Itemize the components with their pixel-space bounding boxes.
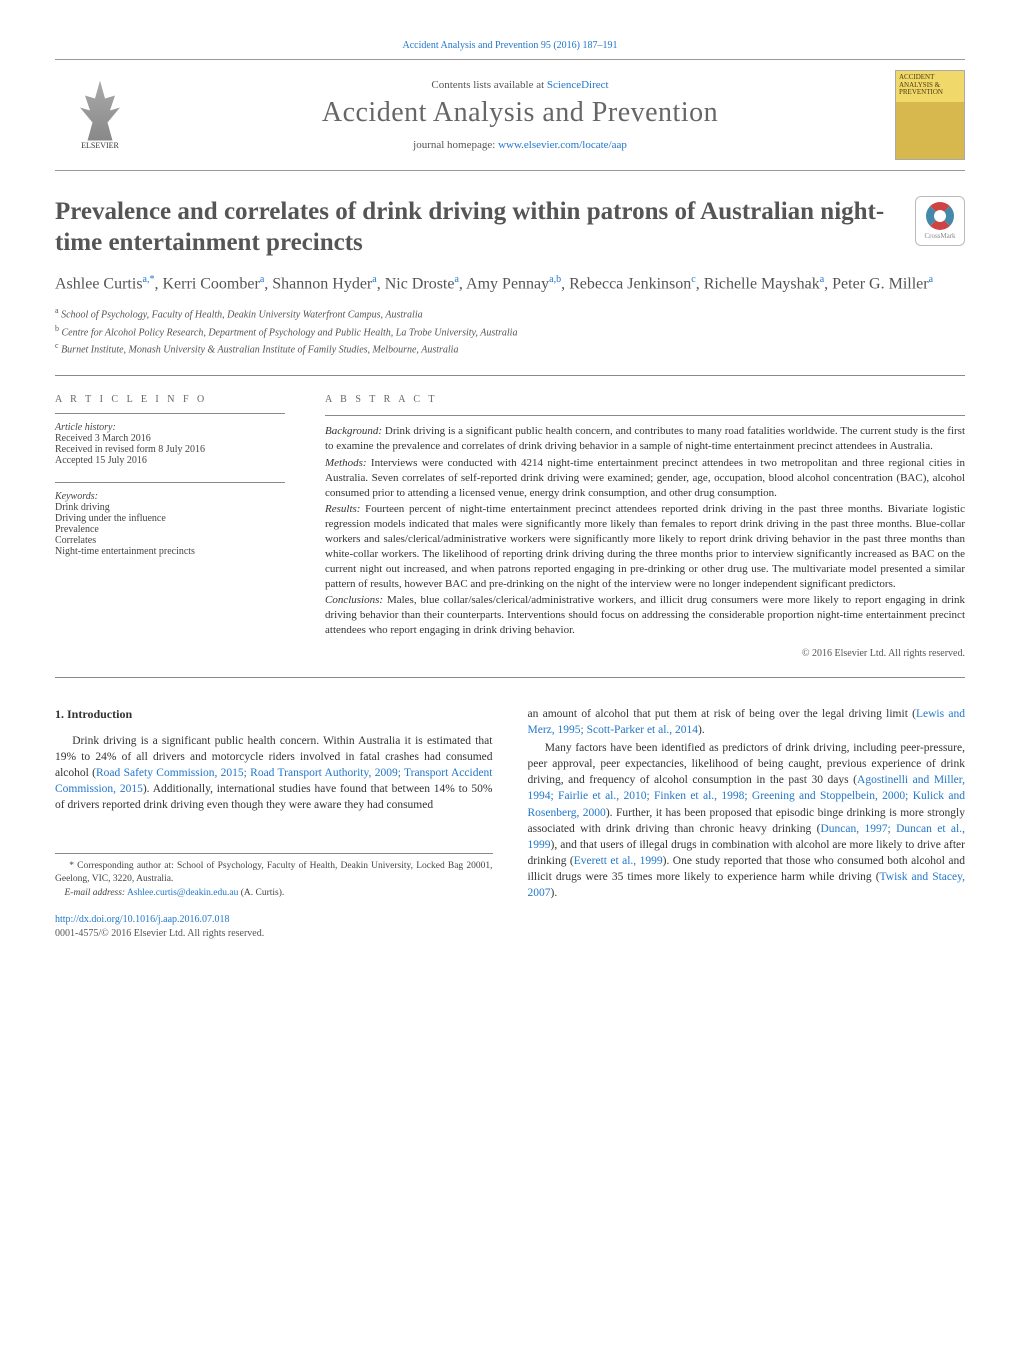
affiliation: a School of Psychology, Faculty of Healt… [55,305,965,322]
keyword: Night-time entertainment precincts [55,546,285,557]
divider [55,413,285,414]
article-head: Prevalence and correlates of drink drivi… [55,196,965,259]
elsevier-tree-icon [75,81,125,141]
body-paragraph: Drink driving is a significant public he… [55,733,493,813]
homepage-prefix: journal homepage: [413,139,498,151]
journal-homepage-line: journal homepage: www.elsevier.com/locat… [165,139,875,151]
keyword: Driving under the influence [55,513,285,524]
right-column: an amount of alcohol that put them at ri… [528,706,966,941]
affil-text: School of Psychology, Faculty of Health,… [61,310,423,321]
abstract-text: Males, blue collar/sales/clerical/admini… [325,594,965,636]
footnotes: * Corresponding author at: School of Psy… [55,853,493,899]
history-item: Received in revised form 8 July 2016 [55,444,285,455]
keyword: Drink driving [55,502,285,513]
affiliation: b Centre for Alcohol Policy Research, De… [55,323,965,340]
abstract-text: Fourteen percent of night-time entertain… [325,503,965,589]
abstract-heading: A B S T R A C T [325,394,965,405]
keywords-block: Keywords: Drink driving Driving under th… [55,491,285,557]
publisher-logo: ELSEVIER [55,70,145,160]
divider [55,677,965,678]
history-block: Article history: Received 3 March 2016 R… [55,422,285,466]
affil-sup: a [55,306,59,315]
author-list: Ashlee Curtisa,*, Kerri Coombera, Shanno… [55,273,965,296]
divider [55,375,965,376]
email-footnote: E-mail address: Ashlee.curtis@deakin.edu… [55,887,493,899]
journal-homepage-link[interactable]: www.elsevier.com/locate/aap [498,139,627,151]
affil-sup: c [55,341,59,350]
abstract-label: Background: [325,425,382,437]
doi-line: http://dx.doi.org/10.1016/j.aap.2016.07.… [55,913,493,927]
crossmark-icon [926,202,954,230]
section-title: Introduction [67,707,132,721]
keyword: Correlates [55,535,285,546]
history-item: Accepted 15 July 2016 [55,455,285,466]
journal-header: ELSEVIER Contents lists available at Sci… [55,59,965,171]
abstract-segment: Background: Drink driving is a significa… [325,424,965,454]
issn-line: 0001-4575/© 2016 Elsevier Ltd. All right… [55,927,493,941]
header-center: Contents lists available at ScienceDirec… [165,79,875,151]
abstract-segment: Methods: Interviews were conducted with … [325,456,965,501]
affil-text: Centre for Alcohol Policy Research, Depa… [62,327,518,338]
email-link[interactable]: Ashlee.curtis@deakin.edu.au [127,888,238,898]
running-head: Accident Analysis and Prevention 95 (201… [55,40,965,51]
abstract-text: Interviews were conducted with 4214 nigh… [325,457,965,499]
article-info-heading: A R T I C L E I N F O [55,394,285,405]
journal-title: Accident Analysis and Prevention [165,97,875,129]
body-columns: 1. Introduction Drink driving is a signi… [55,706,965,941]
abstract-segment: Conclusions: Males, blue collar/sales/cl… [325,593,965,638]
corresponding-footnote: * Corresponding author at: School of Psy… [55,860,493,885]
email-label: E-mail address: [65,888,126,898]
page: Accident Analysis and Prevention 95 (201… [0,0,1020,971]
affiliations: a School of Psychology, Faculty of Healt… [55,305,965,357]
body-paragraph: Many factors have been identified as pre… [528,740,966,901]
abstract-label: Methods: [325,457,367,469]
email-who: (A. Curtis). [241,888,285,898]
journal-cover-thumb: ACCIDENT ANALYSIS & PREVENTION [895,70,965,160]
abstract-segment: Results: Fourteen percent of night-time … [325,502,965,591]
section-heading: 1. Introduction [55,706,493,723]
meta-row: A R T I C L E I N F O Article history: R… [55,394,965,659]
abstract-copyright: © 2016 Elsevier Ltd. All rights reserved… [325,648,965,659]
divider [325,415,965,416]
affil-text: Burnet Institute, Monash University & Au… [61,344,458,355]
crossmark-badge[interactable]: CrossMark [915,196,965,246]
crossmark-label: CrossMark [924,232,955,240]
contents-line: Contents lists available at ScienceDirec… [165,79,875,91]
affil-sup: b [55,324,59,333]
article-title: Prevalence and correlates of drink drivi… [55,196,895,259]
publisher-name: ELSEVIER [81,141,119,150]
body-paragraph: an amount of alcohol that put them at ri… [528,706,966,738]
keywords-label: Keywords: [55,491,285,502]
abstract: A B S T R A C T Background: Drink drivin… [325,394,965,659]
abstract-label: Conclusions: [325,594,383,606]
sciencedirect-link[interactable]: ScienceDirect [547,79,609,91]
history-item: Received 3 March 2016 [55,433,285,444]
left-column: 1. Introduction Drink driving is a signi… [55,706,493,941]
affiliation: c Burnet Institute, Monash University & … [55,340,965,357]
article-info: A R T I C L E I N F O Article history: R… [55,394,285,659]
divider [55,482,285,483]
abstract-label: Results: [325,503,360,515]
doi-link[interactable]: http://dx.doi.org/10.1016/j.aap.2016.07.… [55,914,230,925]
abstract-text: Drink driving is a significant public he… [325,425,965,452]
section-number: 1. [55,707,64,721]
contents-prefix: Contents lists available at [431,79,546,91]
history-label: Article history: [55,422,285,433]
keyword: Prevalence [55,524,285,535]
